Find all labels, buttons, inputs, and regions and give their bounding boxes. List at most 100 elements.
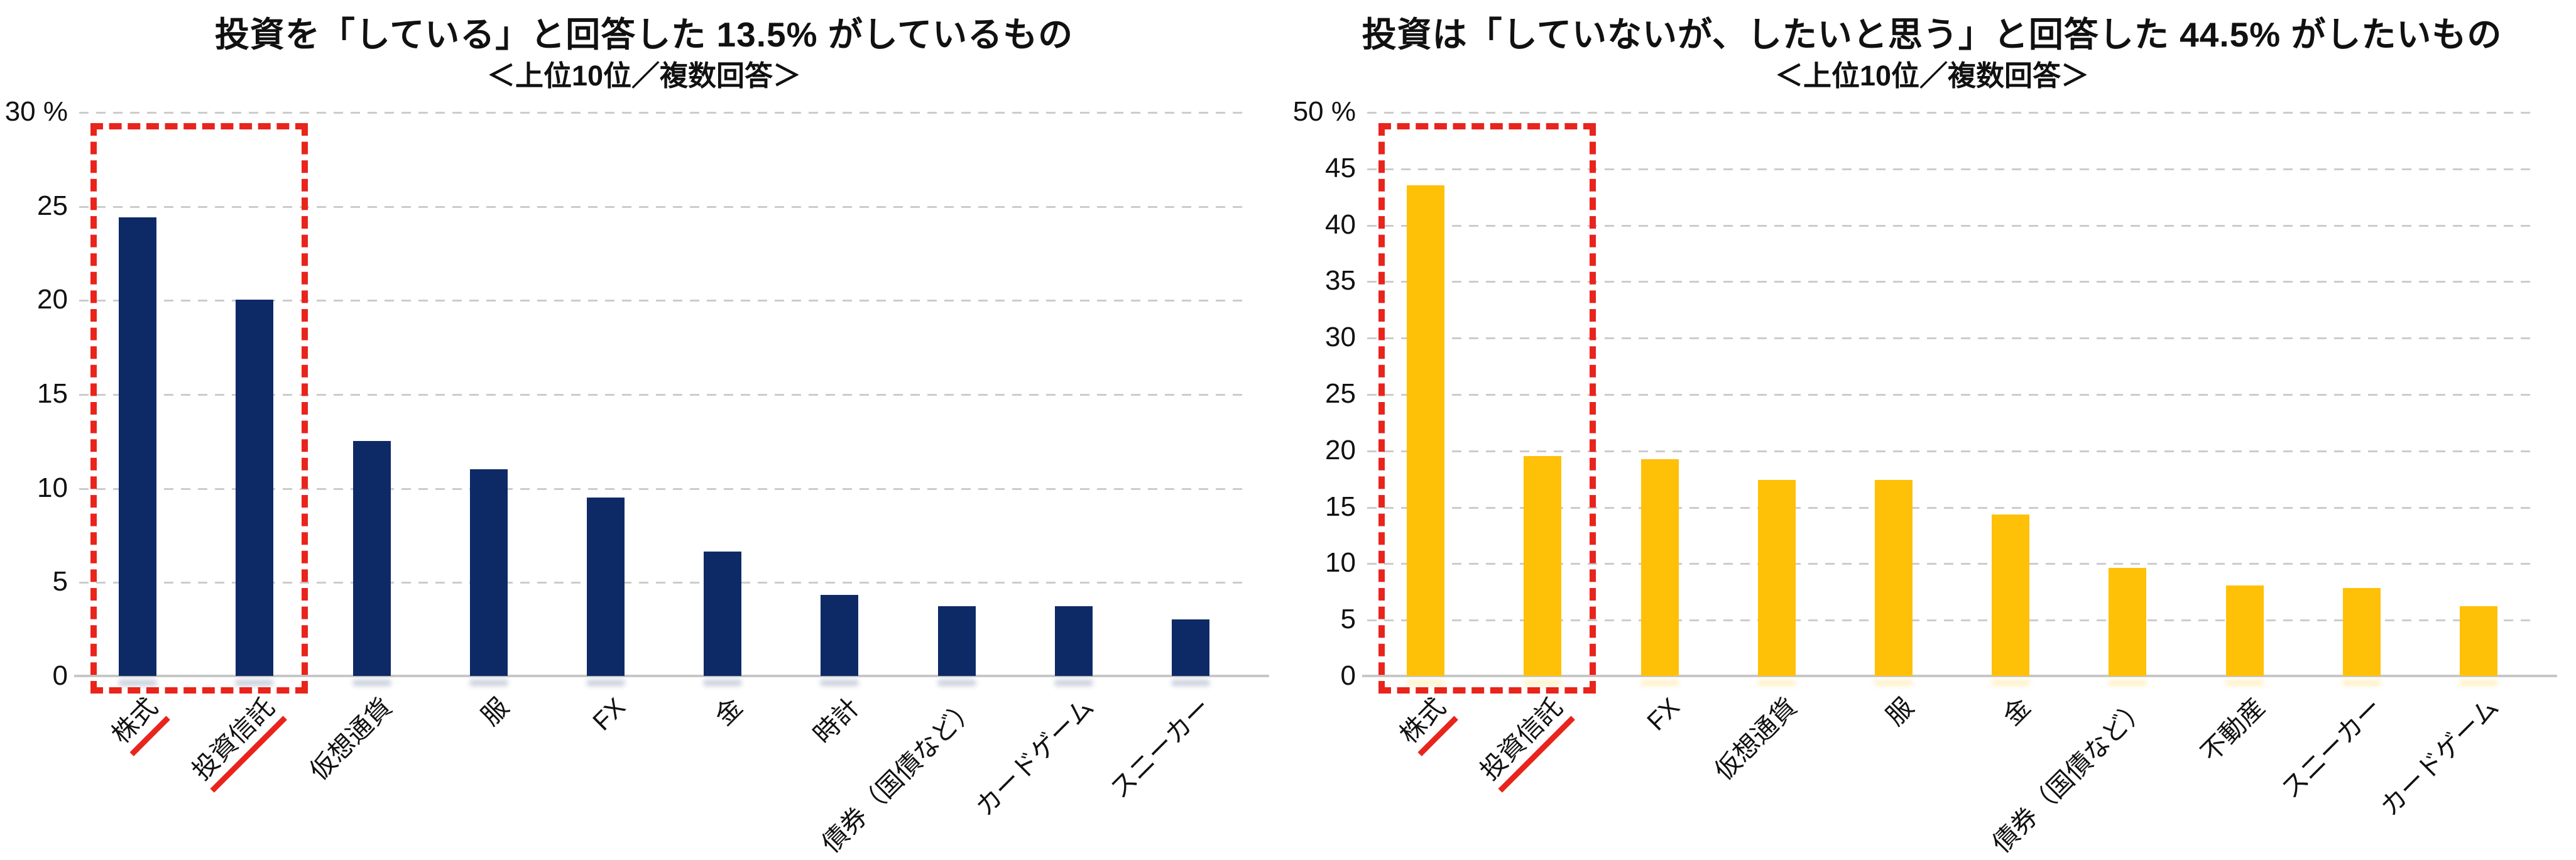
y-axis-tick-label: 15 (1325, 491, 1356, 522)
bar-shadow (1757, 680, 1796, 686)
y-axis-tick-label: 30 % (4, 96, 68, 127)
chart-title: 投資は「していないが、したいと思う」と回答した 44.5% がしたいもの (1362, 15, 2502, 54)
y-axis-tick-label: 0 (52, 660, 68, 691)
bar-shadow (937, 680, 976, 686)
chart-subtitle: ＜上位10位／複数回答＞ (486, 60, 802, 92)
bar-shadow (2225, 680, 2264, 686)
bar-shadow (1992, 680, 2030, 686)
gridline (1367, 394, 2537, 396)
chart-title: 投資を「している」と回答した 13.5% がしているもの (214, 15, 1074, 54)
bar-shadow (586, 680, 625, 686)
x-axis-category-label-text: FX (1641, 692, 1686, 736)
bar-shadow (1054, 680, 1093, 686)
gridline (79, 487, 1249, 490)
bar (1524, 455, 1562, 676)
gridline (1367, 337, 2537, 340)
bar (352, 440, 391, 676)
x-axis-category-label-text: 金 (709, 692, 748, 731)
chart-subtitle: ＜上位10位／複数回答＞ (1774, 60, 2090, 92)
bar-shadow (352, 680, 391, 686)
y-axis-tick-label: 5 (52, 566, 68, 597)
bar (2342, 587, 2381, 676)
x-axis-category-label-text: カードゲーム (969, 692, 1100, 822)
y-axis-tick-label: 25 (37, 190, 68, 221)
y-axis-tick-label: 10 (1325, 547, 1356, 579)
x-axis-category-label-text: 投資信託 (187, 692, 288, 793)
gridline (1367, 450, 2537, 452)
y-axis-tick-label: 20 (1325, 434, 1356, 465)
bar (2109, 567, 2147, 676)
x-axis-category-label-text: 不動産 (2195, 692, 2271, 768)
bar-shadow (119, 680, 157, 686)
gridline (1367, 281, 2537, 283)
bar-shadow (469, 680, 508, 686)
bar (1757, 479, 1796, 676)
y-axis-tick-label: 35 (1325, 265, 1356, 297)
gridline (79, 582, 1249, 584)
x-axis-category-label-text: 服 (1880, 692, 1919, 731)
y-axis-tick-label: 5 (1340, 604, 1356, 635)
bar-shadow (1171, 680, 1209, 686)
y-axis-tick-label: 10 (37, 472, 68, 503)
x-axis-category-label-text: 投資信託 (1475, 692, 1576, 793)
bar (937, 606, 976, 676)
x-axis-category-label-text: スニーカー (1104, 692, 1216, 804)
bar-chart-plot-area: 0 5 10 15 20 25 30 % 株式 投資信託 仮想通貨服 FX 金時計 債券（国債など） カー… (5, 98, 1269, 858)
gridline (1367, 619, 2537, 622)
bar (1171, 619, 1209, 676)
bar (821, 595, 859, 676)
gridline (79, 205, 1249, 208)
highlight-box (90, 123, 308, 694)
bar (704, 552, 742, 676)
y-axis-tick-label: 25 (1325, 378, 1356, 409)
gridline (1367, 112, 2537, 114)
bar-shadow (1874, 680, 1913, 686)
x-axis-category-label-text: 株式 (106, 692, 170, 756)
gridline (79, 300, 1249, 302)
bar-shadow (2342, 680, 2381, 686)
x-axis-line (74, 675, 1269, 677)
chart-panel-currently-investing: 投資を「している」と回答した 13.5% がしているもの ＜上位10位／複数回答… (0, 0, 1288, 858)
y-axis-tick-label: 40 (1325, 209, 1356, 240)
x-axis-category-label-text: スニーカー (2275, 692, 2388, 804)
bar-shadow (821, 680, 859, 686)
x-axis-category-label-text: 仮想通貨 (303, 692, 398, 786)
x-axis-category-label-text: 株式 (1394, 692, 1458, 756)
bar (469, 469, 508, 676)
bar-shadow (2109, 680, 2147, 686)
bar (1640, 459, 1679, 676)
bar-shadow (2459, 680, 2497, 686)
gridline (1367, 224, 2537, 227)
bar (236, 300, 274, 676)
bar-shadow (704, 680, 742, 686)
bar-chart-plot-area: 0 5 10 15 20 25 30 35 40 45 50 % 株式 投資信託 FX 仮想通貨服金債券（国… (1293, 98, 2557, 858)
bar (119, 217, 157, 676)
x-axis-category-label-text: 服 (475, 692, 515, 731)
bar (1874, 479, 1913, 676)
gridline (79, 394, 1249, 396)
x-axis-category-label-text: 仮想通貨 (1708, 692, 1803, 786)
bar (586, 497, 625, 676)
x-axis-category-label-text: 時計 (808, 692, 865, 749)
bar (2225, 585, 2264, 676)
bar (1054, 606, 1093, 676)
gridline (1367, 563, 2537, 565)
bar-shadow (236, 680, 274, 686)
bar-shadow (1640, 680, 1679, 686)
y-axis-tick-label: 30 (1325, 322, 1356, 353)
gridline (1367, 506, 2537, 509)
gridline (1367, 168, 2537, 170)
y-axis-tick-label: 20 (37, 284, 68, 315)
y-axis-tick-label: 45 (1325, 152, 1356, 183)
x-axis-category-label-text: カードゲーム (2374, 692, 2504, 822)
y-axis-tick-label: 15 (37, 378, 68, 409)
y-axis-tick-label: 0 (1340, 660, 1356, 691)
bar-shadow (1524, 680, 1562, 686)
bar (1992, 514, 2030, 676)
x-axis-category-label-text: 金 (1997, 692, 2036, 731)
highlight-box (1378, 123, 1596, 694)
bar (2459, 606, 2497, 676)
gridline (79, 112, 1249, 114)
y-axis-tick-label: 50 % (1292, 96, 1356, 127)
x-axis-line (1362, 675, 2557, 677)
